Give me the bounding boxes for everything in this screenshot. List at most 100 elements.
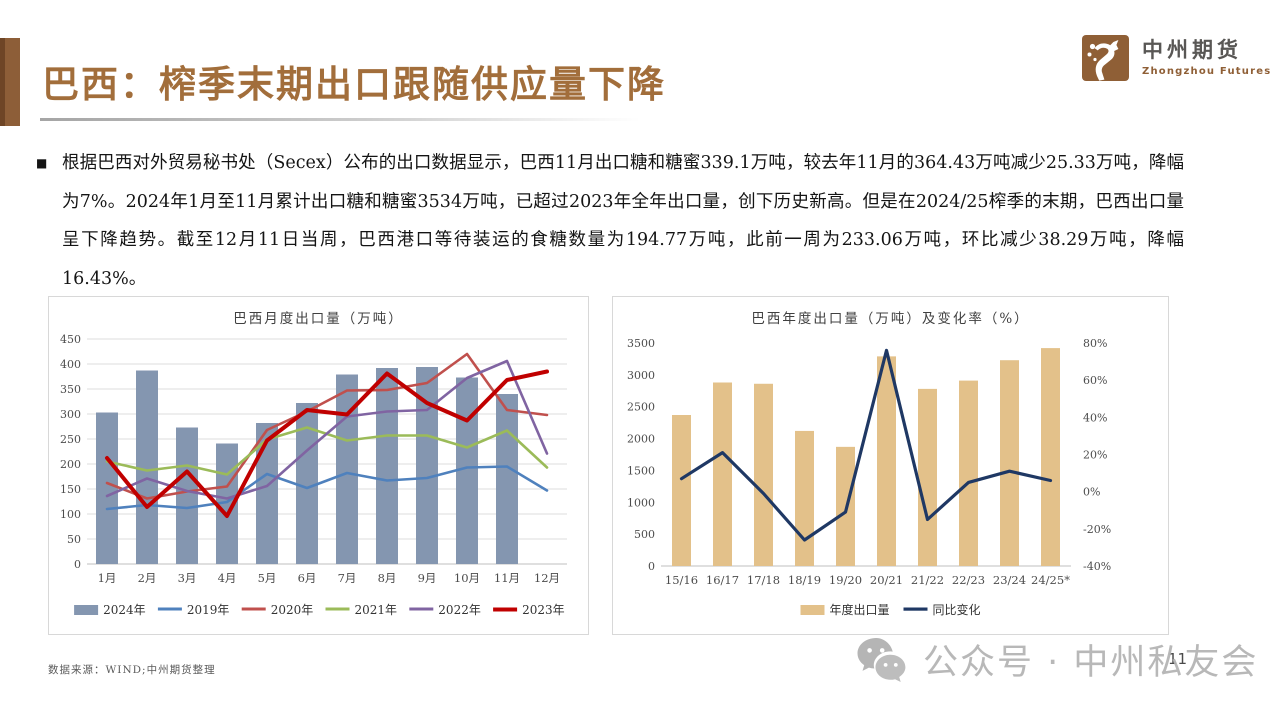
x-tick-label: 21/22 (911, 573, 944, 587)
bar (918, 388, 937, 566)
summary-paragraph: ■ 根据巴西对外贸易秘书处（Secex）公布的出口数据显示，巴西11月出口糖和糖… (34, 144, 1184, 298)
title-accent-bar (0, 38, 20, 126)
wechat-icon (857, 637, 906, 682)
bar (795, 430, 814, 566)
svg-text:-20%: -20% (1083, 523, 1111, 536)
svg-text:200: 200 (60, 458, 81, 471)
logo-company-subtitle: Zhongzhou Futures (1142, 65, 1272, 77)
page-number: 11 (1168, 650, 1188, 668)
line-2022年 (105, 359, 549, 500)
legend-label: 2024年 (103, 603, 146, 617)
svg-text:3000: 3000 (627, 369, 655, 382)
monthly-export-chart: 0 50 100 150 200 250 300 350 400 450 巴西月度出口量（万吨） 1月… (60, 311, 567, 617)
legend-swatch (325, 607, 350, 611)
svg-text:0: 0 (648, 560, 655, 573)
x-tick-label: 7月 (338, 571, 357, 585)
x-tick-label: 4月 (218, 571, 237, 585)
line-2020年 (105, 352, 549, 500)
chart-title: 巴西月度出口量（万吨） (233, 311, 404, 327)
svg-text:250: 250 (60, 433, 81, 446)
bar (96, 412, 118, 564)
svg-text:20%: 20% (1083, 449, 1107, 462)
svg-text:3500: 3500 (627, 337, 655, 350)
svg-text:1000: 1000 (627, 496, 655, 509)
leopard-logo-icon (1082, 35, 1129, 81)
legend-label: 年度出口量 (830, 602, 890, 617)
watermark-text: 公众号 · 中州私友会 (923, 643, 1259, 683)
svg-text:2500: 2500 (627, 401, 655, 414)
line-2019年 (105, 465, 549, 511)
chart-title: 巴西年度出口量（万吨）及变化率（%） (751, 310, 1029, 327)
svg-text:450: 450 (60, 333, 81, 346)
bar (336, 374, 358, 564)
annual-export-chart-panel: 0 500 1000 1500 2000 2500 3000 3500 -40% -20% 0% 20… (612, 296, 1169, 635)
bar (416, 367, 438, 564)
bars-年度出口量 (672, 348, 1060, 566)
svg-text:40%: 40% (1083, 411, 1107, 424)
bar (1041, 348, 1060, 566)
svg-text:150: 150 (60, 483, 81, 496)
bar (672, 414, 691, 566)
svg-text:500: 500 (634, 528, 655, 541)
legend: 年度出口量 同比变化 (800, 602, 981, 617)
bar (754, 383, 773, 566)
x-tick-label: 11月 (494, 571, 520, 585)
x-tick-label: 10月 (454, 571, 480, 585)
annual-export-chart: 0 500 1000 1500 2000 2500 3000 3500 -40% -20% 0% 20… (627, 310, 1111, 617)
x-tick-label: 1月 (98, 571, 117, 585)
bar (456, 377, 478, 564)
legend: 2024年 2019年 2020年 2021年 2022年 2023年 (74, 603, 565, 617)
x-tick-label: 20/21 (870, 573, 903, 587)
svg-text:300: 300 (60, 408, 81, 421)
legend-swatch (493, 607, 518, 612)
legend-label: 2020年 (271, 603, 314, 617)
x-tick-label: 3月 (178, 571, 197, 585)
gridlines: 0 50 100 150 200 250 300 350 400 450 (60, 333, 567, 571)
x-tick-label: 15/16 (665, 573, 698, 587)
x-tick-label: 12月 (534, 571, 560, 585)
svg-text:0: 0 (74, 558, 81, 571)
line-同比变化 (679, 348, 1053, 542)
x-tick-label: 5月 (258, 571, 277, 585)
svg-text:-40%: -40% (1083, 560, 1111, 573)
x-tick-label: 19/20 (829, 573, 862, 587)
logo-text: 中州期货 Zhongzhou Futures (1142, 38, 1272, 77)
legend-label: 2022年 (438, 603, 481, 617)
svg-text:350: 350 (60, 383, 81, 396)
legend-swatch (903, 607, 928, 611)
data-source-note: 数据来源：WIND;中州期货整理 (48, 664, 216, 676)
bar (256, 423, 278, 564)
bar (496, 394, 518, 564)
title-underline (40, 118, 640, 121)
legend-swatch (241, 607, 266, 611)
svg-text:50: 50 (67, 533, 81, 546)
legend-swatch (157, 607, 182, 611)
bar (296, 403, 318, 564)
x-tick-label: 6月 (298, 571, 317, 585)
svg-text:1500: 1500 (627, 464, 655, 477)
svg-text:80%: 80% (1083, 337, 1107, 350)
legend-swatch (74, 605, 99, 615)
svg-text:400: 400 (60, 358, 81, 371)
company-logo: 中州期货 Zhongzhou Futures (1080, 32, 1271, 84)
bar (713, 382, 732, 566)
monthly-export-chart-panel: 0 50 100 150 200 250 300 350 400 450 巴西月度出口量（万吨） 1月… (48, 296, 589, 635)
x-tick-label: 18/19 (788, 573, 821, 587)
bar (877, 356, 896, 566)
bar (136, 370, 158, 564)
legend-swatch (800, 605, 825, 615)
x-tick-label: 24/25* (1031, 573, 1070, 587)
bar (1000, 360, 1019, 566)
line-2023年 (105, 369, 549, 518)
paragraph-text: 根据巴西对外贸易秘书处（Secex）公布的出口数据显示，巴西11月出口糖和糖蜜3… (62, 153, 1184, 289)
logo-company-name: 中州期货 (1142, 38, 1242, 63)
page-title: 巴西：榨季末期出口跟随供应量下降 (42, 62, 666, 106)
bar (959, 380, 978, 566)
svg-text:2000: 2000 (627, 433, 655, 446)
bar (376, 368, 398, 564)
x-tick-label: 23/24 (993, 573, 1026, 587)
svg-text:60%: 60% (1083, 374, 1107, 387)
legend-swatch (409, 607, 434, 611)
x-tick-label: 8月 (378, 571, 397, 585)
